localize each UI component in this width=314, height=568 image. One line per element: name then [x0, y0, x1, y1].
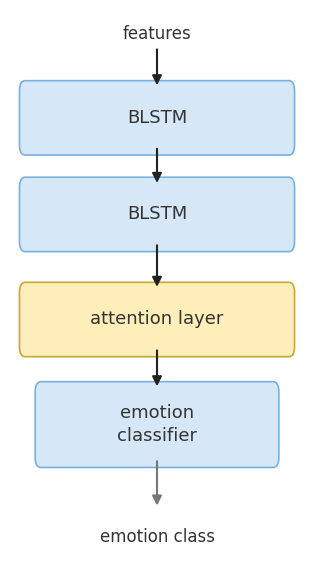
FancyBboxPatch shape	[35, 382, 279, 467]
FancyBboxPatch shape	[19, 177, 295, 252]
FancyBboxPatch shape	[19, 282, 295, 357]
FancyBboxPatch shape	[19, 81, 295, 155]
Text: emotion
classifier: emotion classifier	[117, 404, 197, 445]
Text: features: features	[123, 25, 191, 43]
Text: BLSTM: BLSTM	[127, 109, 187, 127]
Text: attention layer: attention layer	[90, 311, 224, 328]
Text: BLSTM: BLSTM	[127, 206, 187, 223]
Text: emotion class: emotion class	[100, 528, 214, 546]
